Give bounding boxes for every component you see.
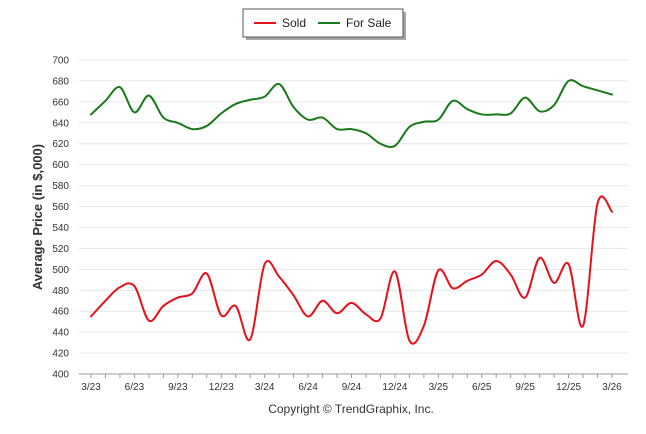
- x-tick-label: 12/25: [556, 382, 581, 393]
- y-tick-label: 420: [52, 349, 69, 360]
- x-tick-label: 3/23: [81, 382, 101, 393]
- y-tick-label: 500: [52, 265, 69, 276]
- y-axis-title: Average Price (in $,000): [30, 144, 45, 290]
- y-tick-label: 520: [52, 244, 69, 255]
- y-tick-label: 400: [52, 370, 69, 381]
- x-tick-label: 3/24: [255, 382, 275, 393]
- x-tick-label: 12/23: [209, 382, 234, 393]
- x-tick-label: 6/25: [472, 382, 492, 393]
- series-line-for-sale: [90, 79, 613, 148]
- y-tick-label: 560: [52, 202, 69, 213]
- legend-label-sold: Sold: [282, 16, 306, 30]
- x-tick-label: 9/24: [342, 382, 362, 393]
- legend-label-for-sale: For Sale: [346, 16, 392, 30]
- y-tick-label: 540: [52, 223, 69, 234]
- x-tick-label: 9/25: [515, 382, 535, 393]
- y-tick-label: 660: [52, 97, 69, 108]
- y-tick-label: 680: [52, 76, 69, 87]
- y-tick-label: 600: [52, 160, 69, 171]
- y-tick-label: 460: [52, 307, 69, 318]
- series-line-sold: [90, 195, 613, 345]
- copyright-text: Copyright © TrendGraphix, Inc.: [268, 402, 434, 416]
- axis-layer: 400 420 440 460 480 500 520 540 560 580 600 620 640 6…: [52, 56, 628, 393]
- y-tick-label: 700: [52, 56, 69, 67]
- series-layer: [90, 79, 613, 345]
- y-tick-label: 640: [52, 118, 69, 129]
- y-tick-label: 620: [52, 139, 69, 150]
- y-tick-label: 440: [52, 328, 69, 339]
- x-tick-label: 6/23: [125, 382, 145, 393]
- x-tick-label: 3/25: [429, 382, 449, 393]
- x-tick-label: 12/24: [382, 382, 407, 393]
- x-tick-label: 3/26: [602, 382, 622, 393]
- legend: Sold For Sale: [242, 8, 406, 40]
- y-tick-label: 480: [52, 286, 69, 297]
- x-tick-label: 9/23: [168, 382, 188, 393]
- x-tick-label: 6/24: [298, 382, 318, 393]
- y-tick-label: 580: [52, 181, 69, 192]
- grid-layer: [79, 59, 628, 375]
